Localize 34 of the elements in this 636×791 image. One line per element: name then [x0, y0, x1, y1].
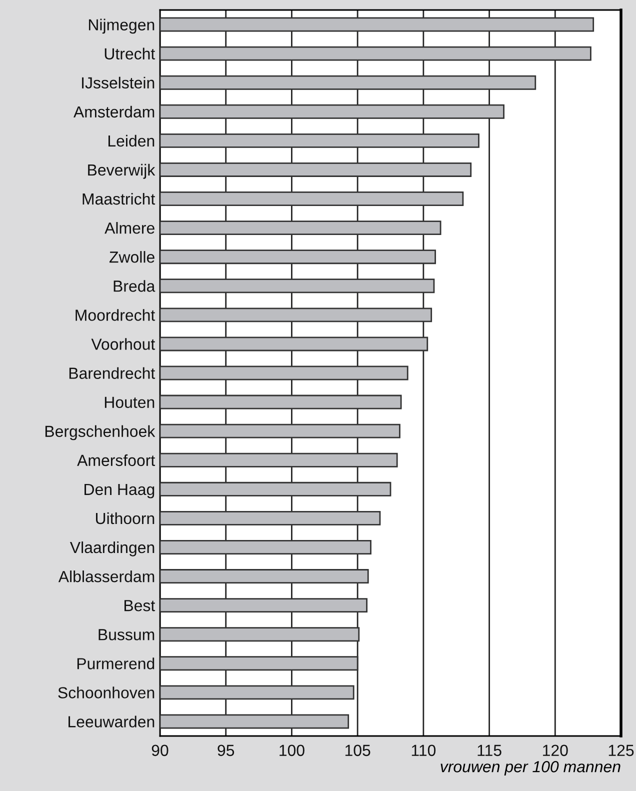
y-tick-label: Alblasserdam — [58, 570, 154, 582]
y-tick-label: Almere — [104, 222, 154, 234]
x-tick-label: 110 — [412, 744, 436, 756]
y-tick-label: Barendrecht — [69, 367, 156, 379]
y-tick-label: Vlaardingen — [70, 541, 154, 556]
x-tick-label: 105 — [345, 744, 370, 756]
x-tick-label: 120 — [543, 744, 568, 756]
y-tick-label: Zwolle — [109, 251, 154, 263]
y-tick-label: Amersfoort — [77, 454, 156, 466]
y-tick-label: Bergschenhoek — [45, 425, 156, 440]
y-tick-label: Houten — [104, 396, 154, 408]
y-tick-label: Bussum — [98, 629, 154, 640]
y-tick-label: Uithoorn — [96, 512, 154, 524]
y-tick-label: Leiden — [108, 134, 154, 147]
x-axis-title: vrouwen per 100 mannen — [440, 761, 620, 776]
x-tick-label: 100 — [280, 744, 304, 756]
y-tick-label: Purmerend — [77, 658, 154, 670]
y-tick-label: IJsselstein — [82, 76, 154, 89]
y-tick-label: Best — [124, 600, 156, 612]
x-tick-label: 90 — [152, 744, 168, 756]
x-tick-label: 125 — [608, 744, 634, 756]
y-tick-label: Schoonhoven — [58, 686, 154, 698]
y-tick-label: Voorhout — [91, 338, 156, 350]
y-tick-label: Breda — [114, 280, 156, 292]
y-tick-label: Utrecht — [104, 48, 156, 60]
x-tick-label: 95 — [218, 744, 234, 756]
x-tick-label: 115 — [478, 744, 502, 756]
y-tick-label: Moordrecht — [76, 309, 156, 321]
y-tick-label: Amsterdam — [74, 106, 154, 118]
y-tick-label: Beverwijk — [88, 164, 156, 179]
y-tick-label: Leeuwarden — [68, 716, 154, 728]
y-tick-label: Nijmegen — [88, 18, 154, 34]
y-tick-label: Den Haag — [84, 484, 154, 498]
y-tick-label: Maastricht — [82, 192, 156, 205]
